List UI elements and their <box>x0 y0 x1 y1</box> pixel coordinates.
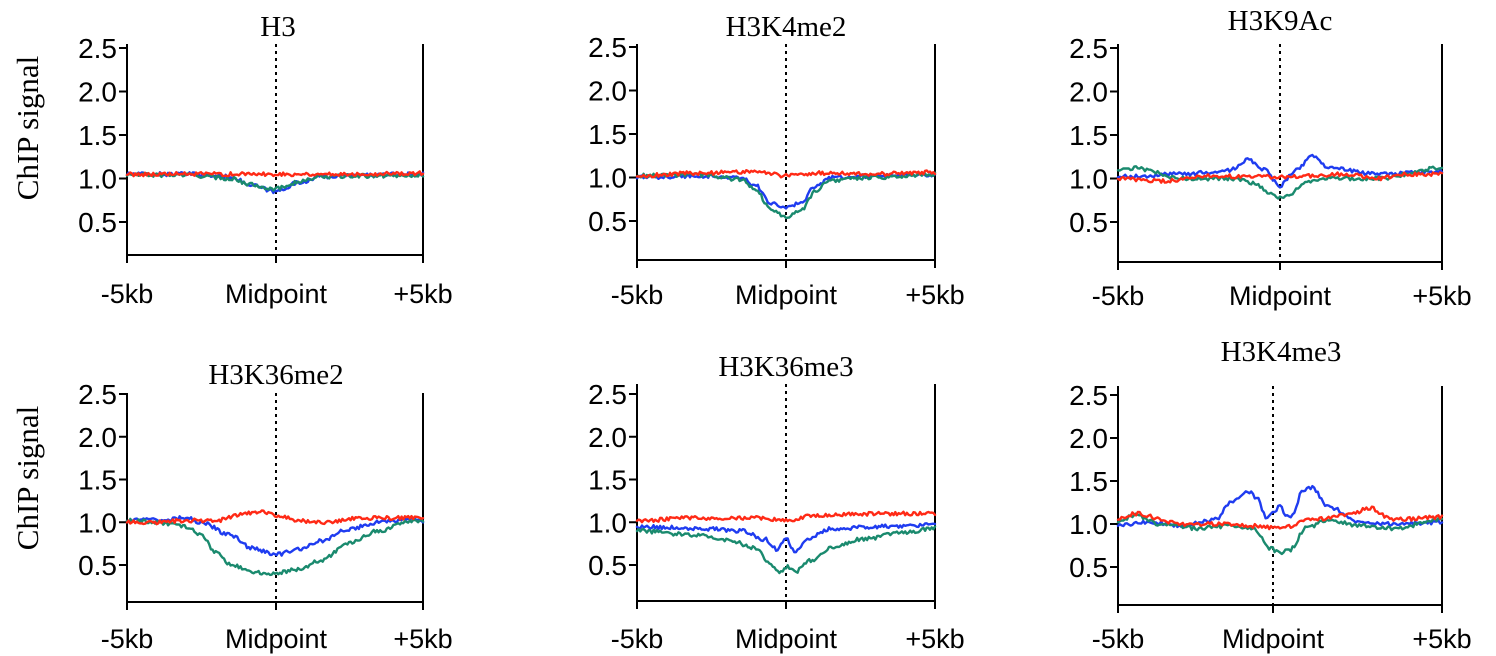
red-series-line <box>635 510 937 524</box>
y-tick-label: 1.5 <box>1069 466 1108 497</box>
x-tick-label: Midpoint <box>735 280 838 310</box>
y-tick-label: 2.5 <box>588 32 627 63</box>
panel-h3k4me2: H3K4me2 0.5 1.0 1.5 2.0 2.5 -5kb Midpoint +5kb <box>588 11 965 310</box>
x-tick-label: +5kb <box>393 279 452 309</box>
x-tick-label: -5kb <box>1092 624 1145 654</box>
series-lines <box>635 510 937 575</box>
red-series-line <box>125 170 425 178</box>
x-tick-label: +5kb <box>905 624 964 654</box>
series-lines <box>1116 484 1444 556</box>
x-tick-label: -5kb <box>611 624 664 654</box>
y-tick-label: 1.0 <box>78 164 117 195</box>
green-series-line <box>635 525 937 575</box>
y-tick-label: 1.0 <box>1069 164 1108 195</box>
y-tick-label: 0.5 <box>78 550 117 581</box>
series-lines <box>1116 153 1444 200</box>
red-series-line <box>125 509 425 526</box>
y-tick-label: 2.5 <box>78 379 117 410</box>
panel-h3k9ac: H3K9Ac 0.5 1.0 1.5 2.0 2.5 -5kb Midpoint +5kb <box>1069 5 1472 311</box>
axis-ticks: 0.5 1.0 1.5 2.0 2.5 -5kb Midpoint +5kb <box>78 33 453 309</box>
y-tick-label: 2.5 <box>1069 380 1108 411</box>
panel-title: H3K36me2 <box>208 359 343 391</box>
x-tick-label: Midpoint <box>735 624 838 654</box>
panel-title: H3K4me2 <box>726 11 847 43</box>
y-tick-label: 0.5 <box>588 206 627 237</box>
panel-title: H3K4me3 <box>1221 336 1342 368</box>
panel-h3: H3 0.5 1.0 1.5 2.0 2.5 -5kb Midpoint +5kb <box>78 11 453 309</box>
y-tick-label: 2.5 <box>1069 33 1108 64</box>
blue-series-line <box>635 522 937 554</box>
x-tick-label: -5kb <box>101 624 154 654</box>
x-tick-label: +5kb <box>1412 624 1471 654</box>
red-series-line <box>1116 505 1444 531</box>
x-tick-label: +5kb <box>905 280 964 310</box>
y-tick-label: 0.5 <box>1069 552 1108 583</box>
x-tick-label: Midpoint <box>225 279 328 309</box>
green-series-line <box>1116 512 1444 556</box>
y-tick-label: 1.0 <box>588 163 627 194</box>
y-tick-label: 2.0 <box>78 422 117 453</box>
y-tick-label: 2.0 <box>1069 423 1108 454</box>
x-tick-label: +5kb <box>1412 281 1471 311</box>
panel-title: H3K9Ac <box>1228 5 1333 37</box>
y-tick-label: 1.0 <box>78 507 117 538</box>
panel-h3k36me2: H3K36me2 0.5 1.0 1.5 2.0 2.5 -5kb Midpoint +5kb <box>78 359 453 654</box>
green-series-line <box>125 517 425 577</box>
y-axis-label-row1: ChIP signal <box>10 56 45 200</box>
series-lines <box>125 170 425 195</box>
y-tick-label: 1.5 <box>78 465 117 496</box>
axis-ticks: 0.5 1.0 1.5 2.0 2.5 -5kb Midpoint +5kb <box>588 379 965 654</box>
y-tick-label: 2.0 <box>588 76 627 107</box>
y-tick-label: 1.5 <box>588 119 627 150</box>
axis-ticks: 0.5 1.0 1.5 2.0 2.5 -5kb Midpoint +5kb <box>1069 33 1472 311</box>
red-series-line <box>635 169 937 179</box>
x-tick-label: Midpoint <box>1229 281 1332 311</box>
y-axis-label-row2: ChIP signal <box>10 406 45 550</box>
axis-ticks: 0.5 1.0 1.5 2.0 2.5 -5kb Midpoint +5kb <box>1069 380 1472 654</box>
y-tick-label: 1.0 <box>1069 509 1108 540</box>
panel-axes <box>1117 44 1443 263</box>
y-tick-label: 2.5 <box>588 379 627 410</box>
y-tick-label: 2.0 <box>1069 77 1108 108</box>
y-tick-label: 2.0 <box>588 422 627 453</box>
y-tick-label: 1.5 <box>78 120 117 151</box>
y-tick-label: 1.5 <box>588 465 627 496</box>
panel-h3k4me3: H3K4me3 0.5 1.0 1.5 2.0 2.5 -5kb Midpoint +5kb <box>1069 336 1472 654</box>
y-tick-label: 2.5 <box>78 33 117 64</box>
axis-ticks: 0.5 1.0 1.5 2.0 2.5 -5kb Midpoint +5kb <box>588 32 965 310</box>
x-tick-label: -5kb <box>1092 281 1145 311</box>
x-tick-label: Midpoint <box>1222 624 1325 654</box>
y-tick-label: 0.5 <box>1069 207 1108 238</box>
x-tick-label: -5kb <box>611 280 664 310</box>
axis-ticks: 0.5 1.0 1.5 2.0 2.5 -5kb Midpoint +5kb <box>78 379 453 654</box>
green-series-line <box>1116 165 1444 200</box>
y-tick-label: 0.5 <box>588 550 627 581</box>
series-lines <box>125 509 425 577</box>
panel-h3k36me3: H3K36me3 0.5 1.0 1.5 2.0 2.5 -5kb Midpoint +5kb <box>588 351 965 654</box>
x-tick-label: -5kb <box>101 279 154 309</box>
y-tick-label: 0.5 <box>78 207 117 238</box>
green-series-line <box>635 171 937 220</box>
y-tick-label: 1.0 <box>588 507 627 538</box>
panel-title: H3 <box>260 11 295 43</box>
panel-axes <box>1117 386 1443 606</box>
series-lines <box>635 169 937 220</box>
y-tick-label: 1.5 <box>1069 120 1108 151</box>
x-tick-label: +5kb <box>393 624 452 654</box>
x-tick-label: Midpoint <box>225 624 328 654</box>
panel-title: H3K36me3 <box>718 351 853 383</box>
y-tick-label: 2.0 <box>78 77 117 108</box>
red-series-line <box>1116 171 1444 184</box>
